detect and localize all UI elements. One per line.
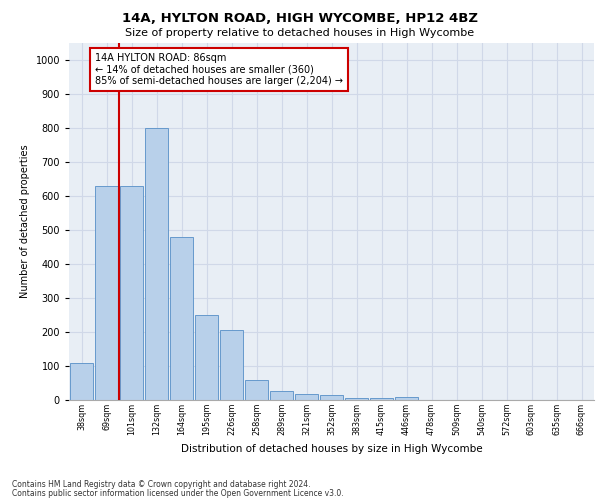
Bar: [220, 330, 244, 400]
Text: Size of property relative to detached houses in High Wycombe: Size of property relative to detached ho…: [125, 28, 475, 38]
Bar: [170, 236, 193, 400]
Bar: [320, 395, 343, 400]
Bar: [145, 128, 169, 400]
Text: 14A HYLTON ROAD: 86sqm
← 14% of detached houses are smaller (360)
85% of semi-de: 14A HYLTON ROAD: 86sqm ← 14% of detached…: [95, 53, 343, 86]
Bar: [70, 362, 94, 400]
Text: 14A, HYLTON ROAD, HIGH WYCOMBE, HP12 4BZ: 14A, HYLTON ROAD, HIGH WYCOMBE, HP12 4BZ: [122, 12, 478, 26]
Bar: [295, 394, 319, 400]
Bar: [245, 380, 268, 400]
X-axis label: Distribution of detached houses by size in High Wycombe: Distribution of detached houses by size …: [181, 444, 482, 454]
Bar: [269, 392, 293, 400]
Text: Contains HM Land Registry data © Crown copyright and database right 2024.: Contains HM Land Registry data © Crown c…: [12, 480, 311, 489]
Bar: [194, 315, 218, 400]
Bar: [395, 396, 418, 400]
Y-axis label: Number of detached properties: Number of detached properties: [20, 144, 30, 298]
Bar: [95, 186, 118, 400]
Text: Contains public sector information licensed under the Open Government Licence v3: Contains public sector information licen…: [12, 488, 344, 498]
Bar: [119, 186, 143, 400]
Bar: [370, 398, 394, 400]
Bar: [344, 398, 368, 400]
